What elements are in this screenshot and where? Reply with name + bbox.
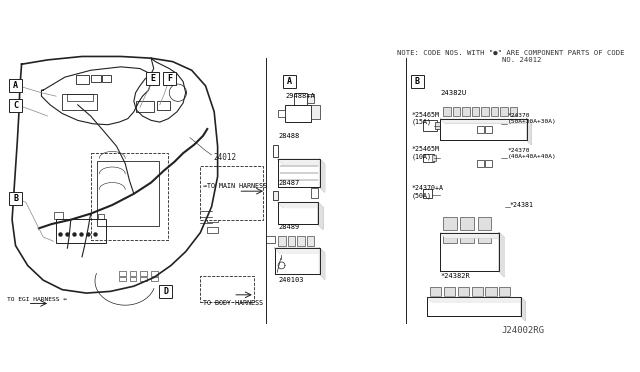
FancyBboxPatch shape (297, 236, 305, 247)
FancyBboxPatch shape (443, 217, 457, 230)
FancyBboxPatch shape (499, 287, 510, 296)
FancyBboxPatch shape (200, 166, 262, 220)
Polygon shape (521, 297, 525, 321)
FancyBboxPatch shape (472, 287, 483, 296)
Polygon shape (527, 119, 531, 145)
Polygon shape (278, 159, 324, 164)
Text: *24382R: *24382R (440, 273, 470, 279)
FancyBboxPatch shape (307, 236, 314, 247)
FancyBboxPatch shape (443, 232, 457, 243)
Text: J24002RG: J24002RG (501, 326, 544, 334)
FancyBboxPatch shape (273, 191, 278, 200)
FancyBboxPatch shape (200, 276, 254, 302)
FancyBboxPatch shape (500, 108, 508, 116)
FancyBboxPatch shape (307, 94, 314, 103)
FancyBboxPatch shape (452, 108, 460, 116)
Text: 240103: 240103 (278, 277, 303, 283)
Polygon shape (440, 232, 504, 238)
FancyBboxPatch shape (278, 202, 318, 224)
Polygon shape (318, 202, 323, 229)
Text: C: C (13, 101, 18, 110)
Text: D: D (163, 287, 168, 296)
FancyBboxPatch shape (278, 236, 286, 247)
Text: *25465M
(10A): *25465M (10A) (412, 147, 440, 160)
Polygon shape (275, 248, 324, 253)
Text: *24370+A
(50A): *24370+A (50A) (412, 185, 444, 199)
FancyBboxPatch shape (477, 232, 492, 243)
FancyBboxPatch shape (443, 108, 451, 116)
FancyBboxPatch shape (477, 160, 484, 167)
Text: *24370
(40A+40A+40A): *24370 (40A+40A+40A) (508, 148, 557, 158)
FancyBboxPatch shape (440, 232, 499, 272)
Text: A: A (287, 77, 292, 86)
FancyBboxPatch shape (460, 232, 474, 243)
Text: *24381: *24381 (509, 202, 534, 208)
FancyBboxPatch shape (432, 155, 436, 161)
FancyBboxPatch shape (462, 108, 470, 116)
Text: A: A (13, 81, 18, 90)
Text: 28489: 28489 (278, 224, 300, 230)
FancyBboxPatch shape (278, 159, 319, 187)
FancyBboxPatch shape (460, 217, 474, 230)
Text: 28487: 28487 (278, 180, 300, 186)
FancyBboxPatch shape (509, 108, 517, 116)
FancyBboxPatch shape (490, 108, 499, 116)
FancyBboxPatch shape (285, 105, 311, 122)
Text: B: B (415, 77, 420, 86)
Polygon shape (499, 232, 504, 277)
Text: 28488: 28488 (278, 133, 300, 139)
FancyBboxPatch shape (273, 145, 278, 157)
FancyBboxPatch shape (278, 110, 285, 117)
Text: E: E (150, 74, 156, 83)
FancyBboxPatch shape (435, 122, 440, 129)
FancyBboxPatch shape (294, 93, 307, 105)
Text: TO BODY HARNESS: TO BODY HARNESS (203, 301, 263, 307)
FancyBboxPatch shape (423, 189, 432, 198)
FancyBboxPatch shape (430, 287, 442, 296)
FancyBboxPatch shape (423, 121, 437, 131)
FancyBboxPatch shape (472, 108, 479, 116)
Text: ⇒TO MAIN HARNESS: ⇒TO MAIN HARNESS (203, 183, 267, 189)
Polygon shape (319, 248, 324, 279)
Polygon shape (319, 159, 324, 192)
Polygon shape (428, 297, 525, 302)
FancyBboxPatch shape (283, 75, 296, 88)
Text: *25465M
(15A): *25465M (15A) (412, 112, 440, 125)
FancyBboxPatch shape (311, 188, 318, 198)
FancyBboxPatch shape (163, 73, 176, 86)
FancyBboxPatch shape (9, 99, 22, 112)
Text: 24012: 24012 (213, 153, 236, 162)
Text: 29488+A: 29488+A (285, 93, 315, 99)
Text: F: F (167, 74, 172, 83)
FancyBboxPatch shape (147, 73, 159, 86)
FancyBboxPatch shape (423, 154, 433, 162)
FancyBboxPatch shape (411, 75, 424, 88)
FancyBboxPatch shape (485, 160, 492, 167)
FancyBboxPatch shape (485, 287, 497, 296)
Text: NOTE: CODE NOS. WITH "●" ARE COMPONENT PARTS OF CODE
                        NO.: NOTE: CODE NOS. WITH "●" ARE COMPONENT P… (397, 49, 625, 62)
Polygon shape (278, 202, 323, 208)
FancyBboxPatch shape (266, 236, 275, 243)
FancyBboxPatch shape (287, 236, 295, 247)
Text: 24382U: 24382U (440, 90, 467, 96)
FancyBboxPatch shape (9, 192, 22, 205)
FancyBboxPatch shape (481, 108, 489, 116)
FancyBboxPatch shape (159, 285, 172, 298)
FancyBboxPatch shape (275, 248, 319, 274)
Text: *24370
(50A+30A+30A): *24370 (50A+30A+30A) (508, 113, 557, 124)
Text: TO EGI HARNESS ⇐: TO EGI HARNESS ⇐ (7, 298, 67, 302)
FancyBboxPatch shape (477, 217, 492, 230)
Polygon shape (440, 119, 531, 123)
FancyBboxPatch shape (477, 126, 484, 133)
FancyBboxPatch shape (444, 287, 455, 296)
FancyBboxPatch shape (440, 119, 527, 140)
FancyBboxPatch shape (485, 126, 492, 133)
FancyBboxPatch shape (311, 105, 319, 119)
Text: B: B (13, 193, 18, 203)
FancyBboxPatch shape (458, 287, 469, 296)
FancyBboxPatch shape (9, 79, 22, 92)
FancyBboxPatch shape (428, 297, 521, 317)
